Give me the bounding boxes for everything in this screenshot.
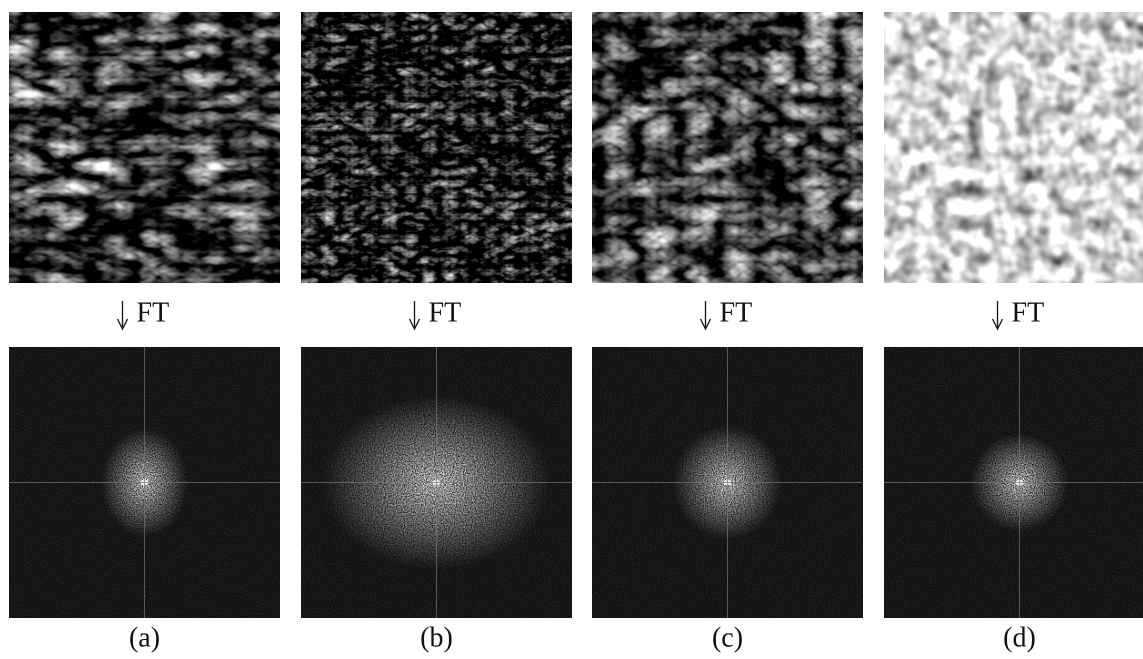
panels: FT (a) FT (b) FT (c) FT (d) <box>9 12 1143 653</box>
panel: FT (a) <box>9 12 280 653</box>
sem-image <box>884 12 1143 283</box>
transform-label: FT <box>137 297 170 328</box>
panel-label: (d) <box>1003 622 1036 653</box>
panel-label: (c) <box>712 622 743 653</box>
panel-label: (a) <box>129 622 160 653</box>
transform-label: FT <box>1012 297 1045 328</box>
panel: FT (c) <box>592 12 863 653</box>
panel: FT (d) <box>884 12 1143 653</box>
transform-label: FT <box>429 297 462 328</box>
arrow-head <box>699 318 712 331</box>
arrow-head <box>116 318 129 331</box>
sem-image <box>301 12 572 283</box>
sem-image <box>9 12 280 283</box>
arrow-head <box>408 318 421 331</box>
panel-label: (b) <box>420 622 453 653</box>
sem-image <box>592 12 863 283</box>
arrow-head <box>991 318 1004 331</box>
panel: FT (b) <box>301 12 572 653</box>
transform-label: FT <box>720 297 753 328</box>
